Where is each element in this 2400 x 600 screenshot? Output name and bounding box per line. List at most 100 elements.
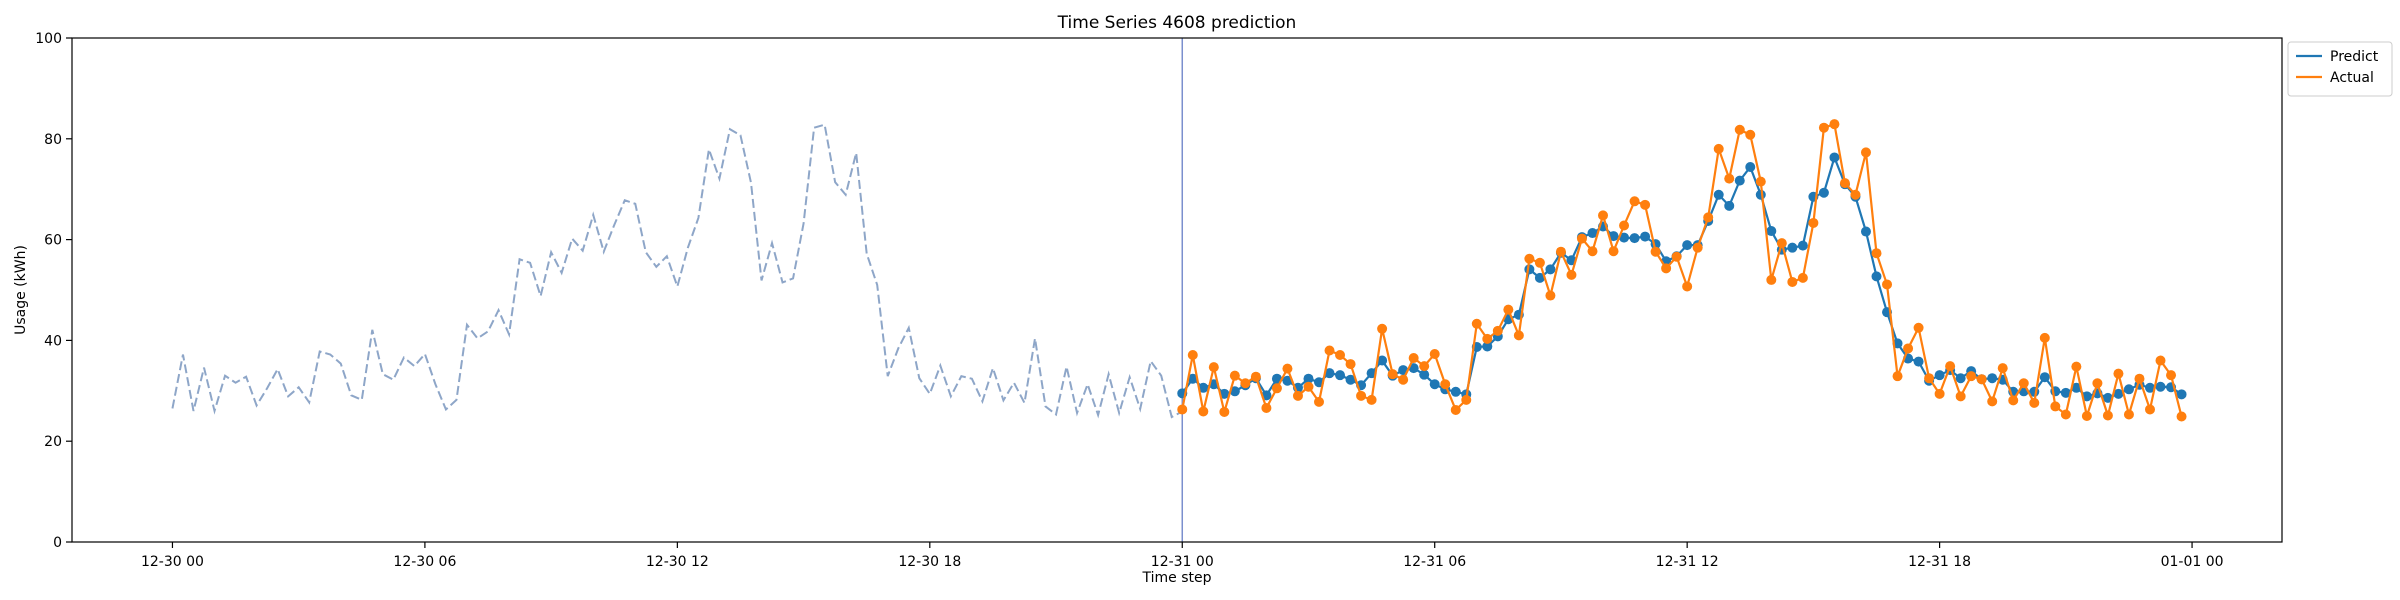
chart-marks-layer: [171, 38, 2187, 542]
actual-data-point: [1555, 246, 1566, 257]
predict-data-point: [2113, 388, 2124, 399]
actual-data-point: [2134, 373, 2145, 384]
x-tick-label: 12-31 18: [1908, 554, 1971, 570]
predict-data-point: [1608, 231, 1619, 242]
actual-data-point: [1534, 257, 1545, 268]
actual-data-point: [1345, 359, 1356, 370]
predict-data-point: [2155, 381, 2166, 392]
actual-data-point: [1398, 374, 1409, 385]
actual-data-point: [1882, 279, 1893, 290]
actual-data-point: [1513, 330, 1524, 341]
predict-data-point: [1419, 369, 1430, 380]
actual-data-point: [1387, 369, 1398, 380]
predict-data-point: [1303, 373, 1314, 384]
actual-data-point: [1240, 378, 1251, 389]
actual-data-point: [1818, 122, 1829, 133]
actual-data-point: [1335, 350, 1346, 361]
predict-data-point: [1871, 271, 1882, 282]
predict-data-point: [2071, 382, 2082, 393]
actual-data-point: [1860, 147, 1871, 158]
actual-data-point: [2071, 361, 2082, 372]
actual-data-point: [1408, 353, 1419, 364]
actual-data-point: [1482, 333, 1493, 344]
actual-data-point: [1366, 394, 1377, 405]
predict-data-point: [1187, 373, 1198, 384]
actual-data-point: [1892, 371, 1903, 382]
actual-data-point: [1303, 381, 1314, 392]
predict-data-point: [1713, 189, 1724, 200]
actual-data-point: [1587, 246, 1598, 257]
actual-data-point: [1187, 350, 1198, 361]
chart-title: Time Series 4608 prediction: [1057, 13, 1297, 33]
actual-data-point: [1955, 391, 1966, 402]
predict-data-point: [1987, 373, 1998, 384]
actual-data-point: [1913, 322, 1924, 333]
actual-data-point: [1356, 390, 1367, 401]
actual-data-point: [1524, 253, 1535, 264]
actual-data-point: [2081, 411, 2092, 421]
x-tick-label: 12-31 12: [1656, 554, 1719, 570]
predict-data-point: [1219, 388, 1230, 399]
actual-data-point: [1377, 323, 1388, 334]
actual-data-point: [1787, 276, 1798, 287]
actual-data-point: [2018, 378, 2029, 389]
actual-data-point: [1829, 119, 1840, 130]
actual-data-point: [1208, 362, 1219, 373]
x-tick-label: 12-31 06: [1403, 554, 1466, 570]
predict-data-point: [1229, 386, 1240, 397]
actual-data-point: [1692, 242, 1703, 253]
actual-data-point: [1545, 290, 1556, 301]
predict-data-point: [2102, 392, 2113, 403]
actual-data-point: [1797, 272, 1808, 283]
predict-data-point: [1934, 370, 1945, 381]
predict-data-point: [2144, 382, 2155, 393]
actual-data-point: [1945, 361, 1956, 372]
predict-data-point: [1818, 187, 1829, 198]
actual-data-point: [1987, 396, 1998, 407]
actual-data-point: [1261, 402, 1272, 413]
predict-data-point: [1766, 226, 1777, 237]
predict-data-point: [1724, 200, 1735, 211]
actual-data-point: [1661, 263, 1672, 274]
predict-data-point: [1797, 240, 1808, 251]
actual-data-point: [1650, 246, 1661, 257]
y-tick-label: 100: [35, 31, 62, 47]
actual-data-point: [1766, 274, 1777, 285]
actual-data-point: [1314, 396, 1324, 407]
predict-data-point: [1345, 374, 1356, 385]
predict-data-point: [1787, 242, 1798, 253]
x-tick-label: 12-30 06: [393, 554, 456, 570]
actual-data-point: [2008, 395, 2019, 406]
actual-data-point: [1629, 196, 1640, 207]
actual-data-point: [1997, 363, 2008, 374]
y-tick-label: 20: [44, 434, 62, 450]
actual-data-point: [2166, 370, 2177, 381]
x-tick-label: 12-30 18: [898, 554, 961, 570]
actual-data-point: [1492, 325, 1503, 336]
predict-data-point: [2123, 384, 2134, 395]
history-series-line: [171, 123, 1183, 419]
actual-data-point: [1682, 281, 1693, 292]
actual-data-point: [1871, 248, 1882, 259]
actual-data-point: [1324, 345, 1335, 356]
actual-data-point: [1713, 143, 1724, 154]
x-tick-label: 12-31 00: [1151, 554, 1214, 570]
actual-data-point: [1734, 124, 1745, 135]
x-tick-label: 12-30 00: [141, 554, 204, 570]
predict-data-point: [2060, 387, 2071, 398]
actual-data-point: [1440, 379, 1451, 390]
actual-data-point: [1671, 251, 1682, 262]
predict-data-point: [2176, 389, 2187, 400]
predict-data-point: [1377, 355, 1388, 366]
actual-data-point: [1292, 390, 1303, 401]
actual-data-point: [1808, 217, 1819, 228]
actual-data-point: [2144, 404, 2155, 415]
predict-data-point: [1482, 341, 1493, 352]
predict-data-point: [1829, 152, 1840, 163]
actual-data-point: [1450, 404, 1461, 415]
legend-label-actual: Actual: [2330, 70, 2374, 86]
y-tick-label: 80: [44, 132, 62, 148]
axis-ticks-layer: 0 20 40 60 80 100 12-30 00 12-30 06 12-30 12 12-3…: [35, 31, 2223, 570]
predict-data-point: [1640, 231, 1651, 242]
